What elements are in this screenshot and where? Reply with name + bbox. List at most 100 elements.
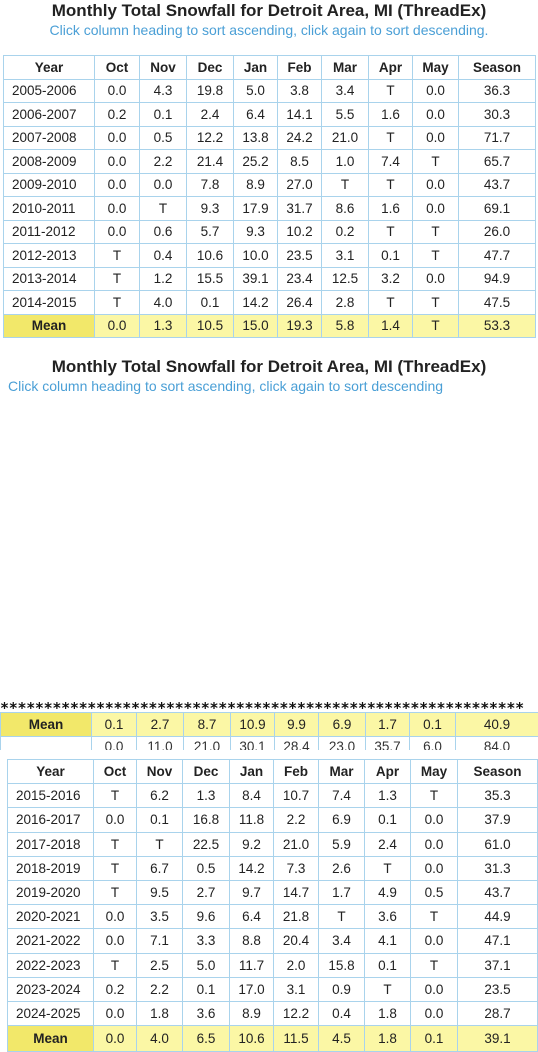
snowfall-cell: 27.0 [278, 173, 322, 197]
mean-label: Mean [8, 1026, 94, 1052]
snowfall-cell: 94.9 [459, 267, 536, 291]
snowfall-cell: 25.2 [234, 150, 278, 174]
column-heading-oct[interactable]: Oct [94, 760, 137, 784]
snowfall-cell: T [137, 832, 183, 856]
snowfall-cell: 5.7 [187, 220, 234, 244]
snowfall-cell: T [319, 905, 365, 929]
snowfall-cell: 31.3 [458, 856, 538, 880]
snowfall-cell: 61.0 [458, 832, 538, 856]
column-heading-oct[interactable]: Oct [95, 56, 140, 80]
snowfall-cell: 10.0 [234, 244, 278, 268]
mean-cell: 53.3 [459, 314, 536, 338]
snowfall-cell: 1.0 [322, 150, 369, 174]
column-heading-nov[interactable]: Nov [140, 56, 187, 80]
snowfall-cell: 21.8 [274, 905, 319, 929]
snowfall-cell: 28.7 [458, 1001, 538, 1025]
snowfall-cell: 2.2 [274, 808, 319, 832]
snowfall-cell: T [322, 173, 369, 197]
mean-cell: 6.5 [183, 1026, 230, 1052]
column-heading-mar[interactable]: Mar [319, 760, 365, 784]
column-heading-may[interactable]: May [413, 56, 459, 80]
snowfall-cell: 7.3 [274, 856, 319, 880]
mean-cell: 1.3 [140, 314, 187, 338]
snowfall-cell: T [95, 244, 140, 268]
snowfall-cell: 0.4 [140, 244, 187, 268]
snowfall-cell: 8.8 [230, 929, 274, 953]
snowfall-cell: T [411, 905, 458, 929]
snowfall-cell: 9.6 [183, 905, 230, 929]
mean-cell: 39.1 [458, 1026, 538, 1052]
snowfall-cell: 39.1 [234, 267, 278, 291]
column-heading-jan[interactable]: Jan [234, 56, 278, 80]
mean-cell: 8.7 [184, 713, 231, 737]
snowfall-cell: 8.9 [230, 1001, 274, 1025]
snowfall-cell: T [94, 832, 137, 856]
column-heading-nov[interactable]: Nov [137, 760, 183, 784]
snowfall-cell: 12.2 [187, 126, 234, 150]
snowfall-cell: 21.0 [274, 832, 319, 856]
snowfall-cell: 9.3 [234, 220, 278, 244]
mean-cell: 0.1 [410, 713, 456, 737]
mean-cell: 0.1 [411, 1026, 458, 1052]
snowfall-cell: T [95, 267, 140, 291]
snowfall-cell: 14.2 [230, 856, 274, 880]
snowfall-cell: 4.9 [365, 880, 411, 904]
snowfall-cell: T [413, 244, 459, 268]
snowfall-cell: 2.8 [322, 291, 369, 315]
snowfall-cell: 0.1 [187, 291, 234, 315]
snowfall-cell: 1.7 [319, 880, 365, 904]
snowfall-cell: T [94, 880, 137, 904]
snowfall-cell: 10.7 [274, 784, 319, 808]
column-heading-feb[interactable]: Feb [278, 56, 322, 80]
column-heading-jan[interactable]: Jan [230, 760, 274, 784]
column-heading-apr[interactable]: Apr [369, 56, 413, 80]
snowfall-cell: 13.8 [234, 126, 278, 150]
column-heading-apr[interactable]: Apr [365, 760, 411, 784]
snowfall-cell: 8.9 [234, 173, 278, 197]
snowfall-section-2005-2015: Monthly Total Snowfall for Detroit Area,… [0, 0, 538, 345]
snowfall-cell: 47.5 [459, 291, 536, 315]
column-heading-dec[interactable]: Dec [183, 760, 230, 784]
snowfall-cell: 0.1 [137, 808, 183, 832]
column-heading-dec[interactable]: Dec [187, 56, 234, 80]
snowfall-cell: 7.4 [369, 150, 413, 174]
snowfall-cell: 5.9 [319, 832, 365, 856]
snowfall-cell: T [369, 79, 413, 103]
snowfall-cell: T [369, 173, 413, 197]
season-year-cell: 2013-2014 [4, 267, 95, 291]
column-heading-year[interactable]: Year [8, 760, 94, 784]
mean-cell: 19.3 [278, 314, 322, 338]
snowfall-cell: 17.9 [234, 197, 278, 221]
column-heading-may[interactable]: May [411, 760, 458, 784]
snowfall-cell: 2.6 [319, 856, 365, 880]
snowfall-cell: 12.2 [274, 1001, 319, 1025]
snowfall-cell: 6.9 [319, 808, 365, 832]
column-heading-season[interactable]: Season [458, 760, 538, 784]
snowfall-cell: 0.2 [95, 103, 140, 127]
column-heading-feb[interactable]: Feb [274, 760, 319, 784]
snowfall-cell: T [369, 220, 413, 244]
snowfall-cell: T [413, 150, 459, 174]
column-heading-season[interactable]: Season [459, 56, 536, 80]
mean-cell: 6.9 [319, 713, 366, 737]
snowfall-cell: 0.0 [411, 977, 458, 1001]
snowfall-cell: 9.2 [230, 832, 274, 856]
snowfall-cell: 23.4 [278, 267, 322, 291]
snowfall-cell: 47.7 [459, 244, 536, 268]
snowfall-cell: 6.4 [230, 905, 274, 929]
column-heading-year[interactable]: Year [4, 56, 95, 80]
snowfall-cell: 16.8 [183, 808, 230, 832]
column-heading-mar[interactable]: Mar [322, 56, 369, 80]
snowfall-cell: 37.9 [458, 808, 538, 832]
